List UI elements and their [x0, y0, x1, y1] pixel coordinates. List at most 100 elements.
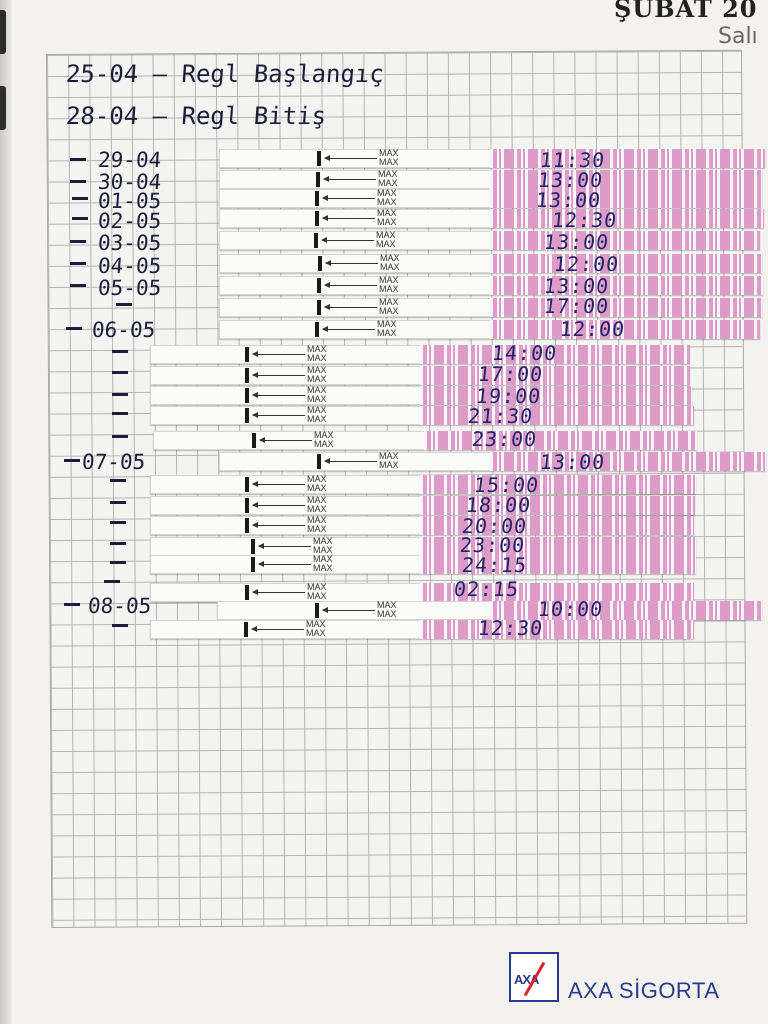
strip-pink-band — [490, 320, 760, 339]
time-label: 21:30 — [466, 404, 535, 428]
dash-mark — [110, 521, 126, 524]
max-label: MAX — [307, 344, 327, 354]
time-label: 12:30 — [550, 208, 619, 232]
strip-white-section: MAX MAX — [219, 298, 492, 317]
dash-mark — [110, 561, 126, 564]
date-label: 02-05 — [97, 209, 163, 233]
max-label: MAX — [377, 188, 397, 198]
max-label: MAX — [307, 495, 327, 505]
test-line-mark — [245, 498, 249, 513]
test-line-mark — [245, 518, 249, 533]
strip-white-section: MAX MAX — [219, 231, 492, 250]
date-label: 05-05 — [97, 276, 163, 300]
arrow-icon — [324, 304, 377, 310]
strip-pink-band — [490, 189, 762, 208]
lh-test-strip: MAX MAX — [150, 496, 695, 515]
arrow-icon — [252, 589, 305, 595]
strip-pink-band — [420, 345, 690, 364]
test-line-mark — [245, 477, 249, 492]
strip-white-section: MAX MAX — [219, 452, 492, 471]
strip-pink-band — [424, 431, 697, 450]
date-label: 06-05 — [91, 318, 157, 342]
time-label: 13:00 — [538, 450, 607, 474]
lh-test-strip: MAX MAX — [219, 320, 760, 339]
dash-mark — [116, 303, 132, 306]
test-line-mark — [314, 233, 318, 248]
test-line-mark — [251, 539, 255, 554]
max-label: MAX — [307, 483, 327, 493]
dash-mark — [112, 371, 128, 374]
max-label: MAX — [307, 515, 327, 525]
arrow-icon — [252, 372, 305, 378]
arrow-icon — [252, 502, 305, 508]
strip-white-section: MAX MAX — [219, 254, 492, 273]
time-label: 12:00 — [552, 252, 621, 276]
max-marker: MAX MAX — [307, 406, 327, 424]
dash-mark — [110, 501, 126, 504]
dash-mark — [70, 158, 86, 161]
time-label: 10:00 — [536, 597, 605, 621]
max-label: MAX — [377, 319, 397, 329]
dash-mark — [72, 217, 88, 220]
max-marker: MAX MAX — [377, 209, 397, 227]
date-label: 03-05 — [97, 231, 163, 255]
arrow-icon — [321, 237, 374, 243]
arrow-icon — [322, 195, 375, 201]
max-label: MAX — [376, 230, 396, 240]
strip-pink-band — [490, 231, 760, 250]
strip-pink-band — [490, 209, 764, 228]
dash-mark — [70, 240, 86, 243]
time-label: 23:00 — [470, 427, 539, 451]
max-label: MAX — [307, 504, 327, 514]
arrow-icon — [324, 282, 377, 288]
binder-hole — [0, 86, 6, 130]
dash-mark — [64, 603, 80, 606]
note-period-start: 25-04 – Regl Başlangıç — [65, 60, 385, 88]
max-label: MAX — [307, 385, 327, 395]
strip-white-section: MAX MAX — [150, 475, 422, 494]
strip-white-section: MAX MAX — [219, 320, 492, 339]
max-label: MAX — [307, 374, 327, 384]
max-label: MAX — [376, 239, 396, 249]
strip-pink-band — [420, 386, 692, 405]
lh-test-strip: MAX MAX — [219, 298, 762, 317]
max-marker: MAX MAX — [313, 555, 333, 573]
lh-test-strip: MAX MAX — [150, 555, 696, 574]
arrow-icon — [325, 260, 378, 266]
lh-test-strip: MAX MAX — [217, 601, 762, 620]
strip-white-section: MAX MAX — [150, 537, 422, 556]
max-marker: MAX MAX — [376, 231, 396, 249]
lh-test-strip: MAX MAX — [150, 386, 692, 405]
max-label: MAX — [314, 430, 334, 440]
test-line-mark — [317, 278, 321, 293]
strip-white-section: MAX MAX — [153, 431, 426, 450]
dash-mark — [110, 542, 126, 545]
lh-test-strip: MAX MAX — [219, 149, 765, 168]
note-period-end: 28-04 – Regl Bitiş — [65, 102, 328, 130]
lh-test-strip: MAX MAX — [219, 209, 764, 228]
dash-mark — [70, 284, 86, 287]
arrow-icon — [251, 626, 304, 632]
arrow-icon — [324, 458, 377, 464]
lh-test-strip: MAX MAX — [219, 452, 766, 471]
strip-white-section: MAX MAX — [150, 496, 422, 515]
max-label: MAX — [378, 169, 398, 179]
arrow-icon — [258, 543, 311, 549]
date-label: 08-05 — [87, 594, 153, 618]
strip-pink-band — [420, 406, 694, 425]
max-marker: MAX MAX — [313, 537, 333, 555]
max-label: MAX — [306, 619, 326, 629]
dash-mark — [112, 435, 128, 438]
lh-test-strip: MAX MAX — [150, 406, 694, 425]
time-label: 17:00 — [476, 362, 545, 386]
max-marker: MAX MAX — [307, 366, 327, 384]
max-label: MAX — [314, 439, 334, 449]
strip-pink-band — [490, 298, 762, 317]
time-label: 02:15 — [452, 577, 521, 601]
strip-pink-band — [420, 475, 696, 494]
dash-mark — [112, 412, 128, 415]
max-label: MAX — [307, 474, 327, 484]
time-label: 12:00 — [558, 317, 627, 341]
day-header: Salı — [718, 24, 758, 49]
dash-mark — [70, 262, 86, 265]
